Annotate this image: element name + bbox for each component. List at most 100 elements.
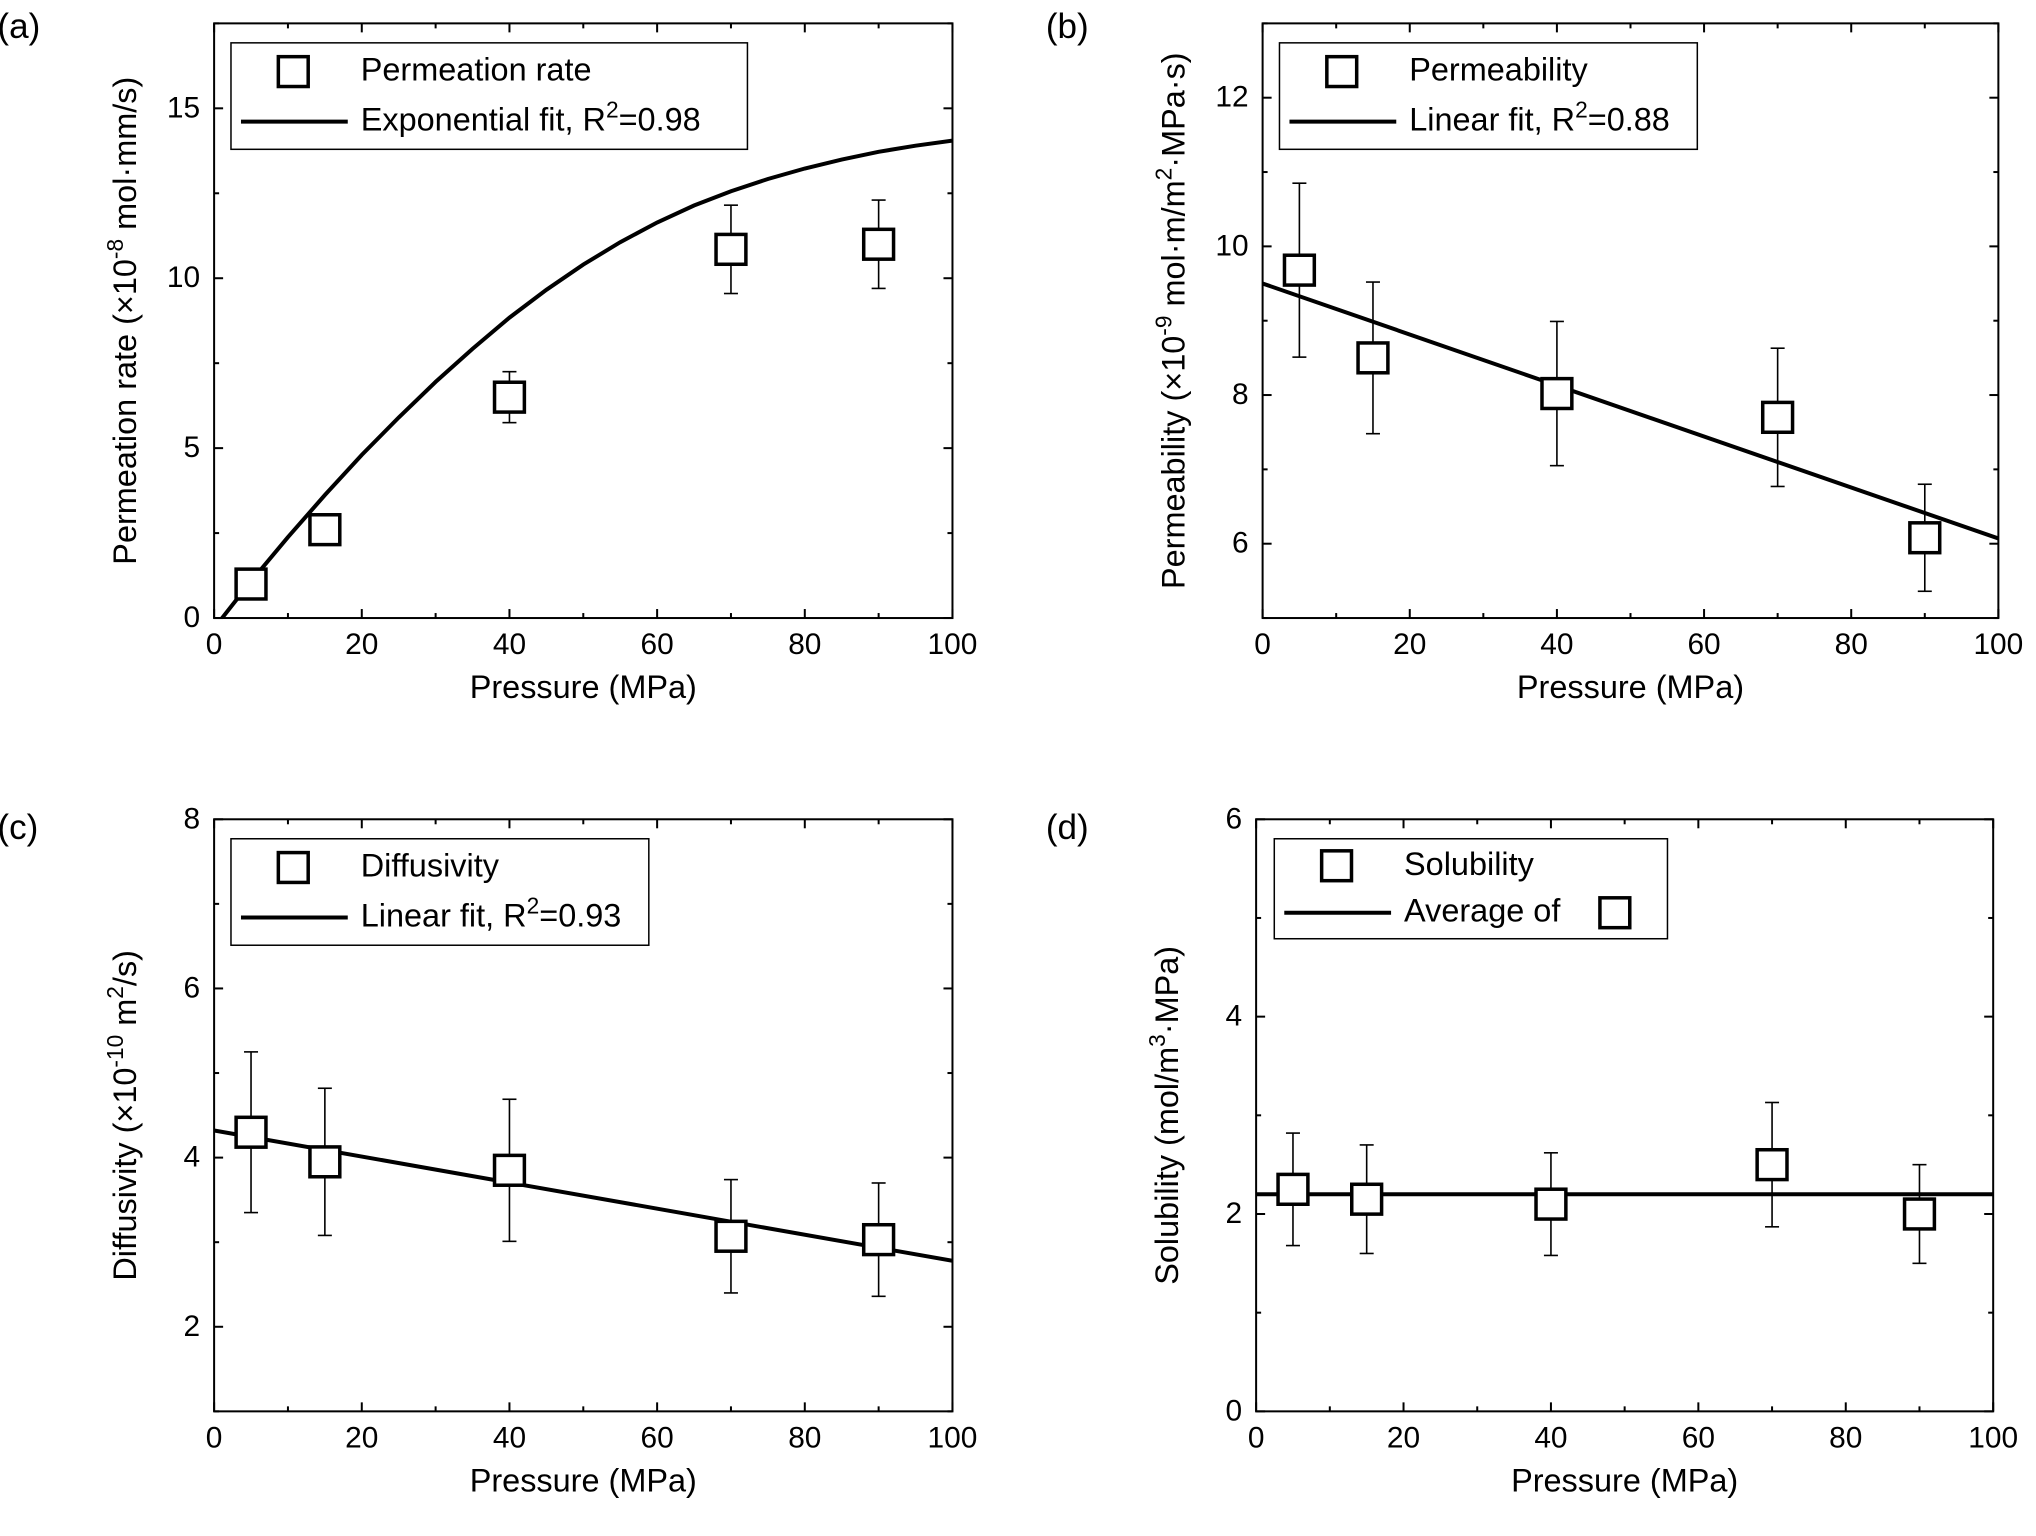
- data-point: [1902, 1197, 1937, 1231]
- y-tick-label: 8: [184, 802, 201, 835]
- superscript: 2: [102, 986, 128, 999]
- y-tick-label: 4: [184, 1141, 201, 1174]
- superscript: -9: [1151, 316, 1177, 336]
- data-point: [234, 567, 268, 601]
- chart-panel-b: 0 20 40 60 80 100 6 8 10 12 Pressure (MPa) Permeabi…: [1046, 7, 2023, 705]
- legend: Permeation rate Exponential fit, R2=0.98: [230, 42, 749, 151]
- legend-label: Diffusivity: [361, 848, 500, 884]
- x-tick-label: 0: [1254, 628, 1271, 661]
- data-point: [1755, 1147, 1789, 1182]
- data-point: [308, 1145, 342, 1179]
- y-tick-label: 12: [1215, 81, 1248, 114]
- text-part: =0.88: [1588, 102, 1670, 138]
- legend-marker: [276, 850, 310, 885]
- legend-marker: [276, 54, 310, 89]
- text-part: m: [107, 999, 143, 1035]
- legend: Permeability Linear fit, R2=0.88: [1278, 42, 1699, 151]
- y-tick-label: 15: [167, 91, 200, 124]
- text-part: mol·m/m: [1156, 180, 1192, 315]
- superscript: 2: [1575, 97, 1588, 123]
- x-tick-label: 60: [641, 1421, 674, 1454]
- y-tick-label: 10: [167, 261, 200, 294]
- legend-label: Average of: [1404, 893, 1561, 929]
- text-part: ·MPa): [1149, 946, 1185, 1034]
- panel-label: (c): [0, 808, 38, 847]
- data-point: [1908, 521, 1942, 555]
- x-tick-label: 0: [206, 1421, 223, 1454]
- y-tick-label: 10: [1215, 229, 1248, 262]
- text-part: Exponential fit, R: [361, 102, 606, 138]
- text-part: Permeation rate (×10: [107, 259, 143, 565]
- data-point: [714, 232, 748, 267]
- data-point: [492, 1153, 527, 1187]
- data-point: [1356, 341, 1390, 375]
- text-part: Average of: [1404, 893, 1561, 929]
- superscript: 2: [527, 893, 540, 919]
- x-tick-label: 80: [1829, 1421, 1862, 1454]
- y-tick-label: 2: [184, 1310, 201, 1343]
- x-tick-label: 100: [1973, 628, 2023, 661]
- x-tick-label: 80: [788, 1421, 821, 1454]
- x-tick-label: 40: [1534, 1421, 1567, 1454]
- y-axis-title: Diffusivity (×10-10 m2/s): [102, 950, 143, 1281]
- text-part: Linear fit, R: [1409, 102, 1575, 138]
- superscript: 2: [606, 97, 619, 123]
- legend-box: [230, 42, 749, 151]
- x-tick-label: 100: [928, 1421, 978, 1454]
- x-tick-label: 100: [1968, 1421, 2018, 1454]
- text-part: Solubility (mol/m: [1149, 1047, 1185, 1285]
- data-point: [861, 227, 896, 261]
- superscript: 3: [1144, 1034, 1170, 1047]
- data-point: [1534, 1187, 1568, 1221]
- text-part: mol·mm/s): [107, 77, 143, 239]
- x-tick-label: 20: [345, 628, 378, 661]
- text-part: /s): [107, 950, 143, 986]
- x-axis-title: Pressure (MPa): [470, 1462, 697, 1498]
- x-tick-label: 0: [206, 628, 223, 661]
- x-tick-label: 40: [493, 1421, 526, 1454]
- text-part: =0.93: [539, 898, 621, 934]
- text-part: Permeability (×10: [1156, 336, 1192, 589]
- x-tick-label: 60: [1682, 1421, 1715, 1454]
- y-tick-label: 0: [1226, 1394, 1243, 1427]
- data-point: [1350, 1182, 1384, 1216]
- x-tick-label: 60: [1687, 628, 1720, 661]
- data-point: [1276, 1172, 1310, 1207]
- data-point: [1282, 253, 1317, 287]
- x-tick-label: 40: [1540, 628, 1573, 661]
- legend: Diffusivity Linear fit, R2=0.93: [230, 838, 650, 946]
- y-tick-label: 4: [1226, 1000, 1243, 1033]
- data-point: [308, 513, 342, 547]
- legend: Solubility Average of: [1273, 838, 1669, 940]
- x-tick-label: 60: [641, 628, 674, 661]
- legend-label: Linear fit, R2=0.88: [1409, 97, 1670, 138]
- x-tick-label: 20: [1393, 628, 1426, 661]
- panel-label: (a): [0, 7, 40, 46]
- fit-line: [1262, 281, 1999, 541]
- legend-label: Permeability: [1409, 52, 1588, 88]
- legend-label: Linear fit, R2=0.93: [361, 893, 622, 934]
- chart-panel-c: 0 20 40 60 80 100 2 4 6 8 Pressure (MPa) Diffusivit…: [0, 802, 977, 1498]
- fit-line: [219, 138, 953, 619]
- x-axis-title: Pressure (MPa): [1511, 1462, 1738, 1498]
- data-point: [714, 1219, 748, 1253]
- superscript: -10: [102, 1035, 128, 1068]
- x-axis-title: Pressure (MPa): [1517, 669, 1744, 705]
- y-tick-label: 6: [1226, 802, 1243, 835]
- y-tick-label: 5: [184, 431, 201, 464]
- superscript: 2: [1151, 168, 1177, 181]
- data-point: [492, 380, 527, 414]
- data-point: [1760, 400, 1795, 435]
- data-point: [861, 1222, 896, 1257]
- x-tick-label: 20: [345, 1421, 378, 1454]
- legend-label: Permeation rate: [361, 52, 592, 88]
- text-part: =0.98: [619, 102, 701, 138]
- superscript: -8: [102, 239, 128, 259]
- y-axis-title: Permeation rate (×10-8 mol·mm/s): [102, 77, 143, 565]
- y-tick-label: 6: [184, 971, 201, 1004]
- x-axis-title: Pressure (MPa): [470, 669, 697, 705]
- y-tick-label: 6: [1232, 527, 1249, 560]
- panel-label: (d): [1046, 808, 1089, 847]
- y-axis-title: Permeability (×10-9 mol·m/m2·MPa·s): [1151, 52, 1192, 589]
